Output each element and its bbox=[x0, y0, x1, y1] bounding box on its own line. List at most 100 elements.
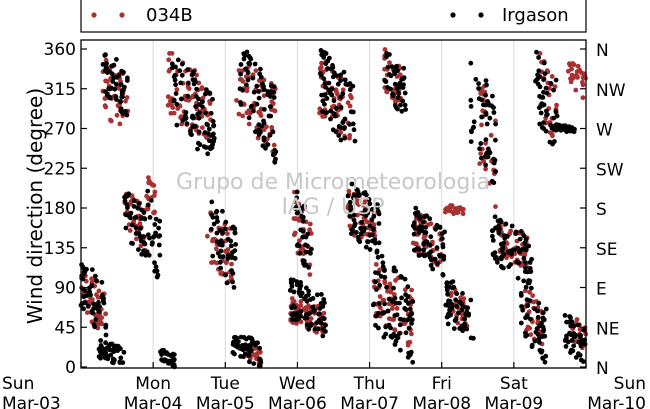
data-point bbox=[209, 199, 215, 205]
data-point bbox=[214, 215, 220, 220]
data-point bbox=[206, 126, 212, 132]
data-point bbox=[261, 93, 267, 99]
data-point bbox=[351, 192, 357, 198]
data-point bbox=[194, 94, 199, 99]
data-point bbox=[298, 280, 303, 285]
data-point bbox=[340, 87, 346, 93]
legend-label-irgason: Irgason bbox=[502, 5, 569, 26]
data-point bbox=[456, 310, 461, 316]
data-point bbox=[174, 101, 180, 107]
data-point bbox=[252, 61, 258, 67]
data-point bbox=[177, 68, 183, 74]
data-point bbox=[124, 78, 130, 83]
data-point bbox=[272, 108, 278, 114]
data-point bbox=[453, 297, 458, 303]
data-point bbox=[173, 82, 179, 88]
data-point bbox=[422, 230, 428, 235]
data-point bbox=[578, 343, 584, 349]
data-point bbox=[460, 291, 465, 296]
data-point bbox=[386, 316, 392, 321]
data-point bbox=[395, 95, 401, 101]
data-point bbox=[571, 343, 577, 349]
data-point bbox=[434, 245, 440, 251]
data-point bbox=[153, 264, 159, 270]
data-point bbox=[102, 347, 108, 353]
data-point bbox=[541, 77, 547, 82]
data-point bbox=[383, 324, 389, 330]
data-point bbox=[208, 110, 214, 116]
data-point bbox=[469, 129, 474, 135]
y-tick-label: 360 bbox=[44, 40, 76, 60]
data-point bbox=[296, 243, 302, 249]
data-point bbox=[332, 113, 338, 119]
data-point bbox=[244, 82, 249, 88]
data-point bbox=[428, 249, 434, 255]
data-point bbox=[316, 317, 322, 323]
data-point bbox=[437, 254, 443, 259]
data-point bbox=[168, 353, 174, 358]
data-point bbox=[207, 90, 213, 96]
data-point bbox=[571, 62, 577, 68]
data-point bbox=[581, 338, 586, 344]
data-point bbox=[536, 55, 541, 60]
data-point bbox=[442, 229, 447, 235]
data-point bbox=[136, 201, 142, 206]
data-point bbox=[307, 272, 313, 277]
data-point bbox=[246, 121, 252, 127]
data-point bbox=[445, 321, 451, 327]
data-point bbox=[306, 265, 311, 270]
data-point bbox=[103, 340, 108, 346]
data-point bbox=[85, 310, 90, 315]
data-point bbox=[353, 200, 359, 206]
data-point bbox=[392, 342, 398, 347]
data-point bbox=[262, 107, 267, 112]
data-point bbox=[136, 230, 142, 236]
data-point bbox=[405, 342, 411, 348]
data-point bbox=[246, 353, 252, 358]
data-point bbox=[141, 234, 146, 239]
data-point bbox=[389, 334, 395, 340]
data-point bbox=[196, 102, 202, 107]
data-point bbox=[249, 340, 255, 346]
data-point bbox=[395, 335, 401, 341]
data-point bbox=[572, 126, 577, 132]
data-point bbox=[374, 249, 380, 255]
data-point bbox=[525, 269, 530, 275]
data-point bbox=[94, 278, 99, 283]
data-point bbox=[491, 110, 497, 115]
data-point bbox=[165, 102, 171, 108]
data-point bbox=[121, 349, 127, 355]
data-point bbox=[417, 216, 423, 222]
data-point bbox=[256, 132, 262, 137]
data-point bbox=[234, 98, 239, 103]
data-point bbox=[477, 146, 482, 152]
data-point bbox=[226, 253, 231, 258]
data-point bbox=[81, 269, 87, 275]
data-point bbox=[330, 74, 336, 80]
data-point bbox=[124, 95, 130, 100]
data-point bbox=[437, 225, 443, 231]
data-point bbox=[536, 68, 542, 74]
data-point bbox=[398, 102, 403, 108]
data-point bbox=[168, 110, 174, 116]
data-point bbox=[402, 306, 408, 311]
data-point bbox=[306, 292, 311, 298]
data-point bbox=[271, 84, 277, 89]
data-point bbox=[205, 122, 210, 128]
data-point bbox=[157, 233, 163, 239]
data-point bbox=[179, 96, 185, 102]
data-point bbox=[536, 300, 542, 306]
data-point bbox=[350, 109, 356, 115]
data-point bbox=[151, 234, 157, 239]
right-tick-label: N bbox=[596, 41, 609, 61]
data-point bbox=[382, 280, 388, 286]
legend-label-034b: 034B bbox=[146, 5, 193, 26]
data-point bbox=[294, 195, 300, 201]
data-point bbox=[251, 89, 257, 95]
data-point bbox=[359, 219, 365, 225]
data-point bbox=[138, 243, 144, 249]
data-point bbox=[331, 98, 337, 104]
data-point bbox=[312, 307, 318, 313]
data-point bbox=[523, 265, 528, 271]
data-point bbox=[341, 126, 347, 131]
